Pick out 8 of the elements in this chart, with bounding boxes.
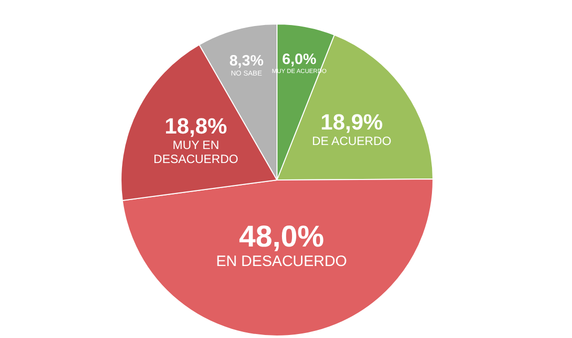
data-label: 18,8% [164, 113, 228, 138]
slice-label: DE ACUERDO [312, 134, 392, 148]
data-label: 48,0% [238, 220, 324, 254]
slice-label: MUY EN DESACUERDO [154, 138, 238, 166]
data-label: 6,0% [282, 51, 316, 68]
data-label: 8,3% [229, 52, 264, 70]
data-label: 18,9% [320, 109, 383, 134]
slice-label: EN DESACUERDO [216, 252, 347, 270]
